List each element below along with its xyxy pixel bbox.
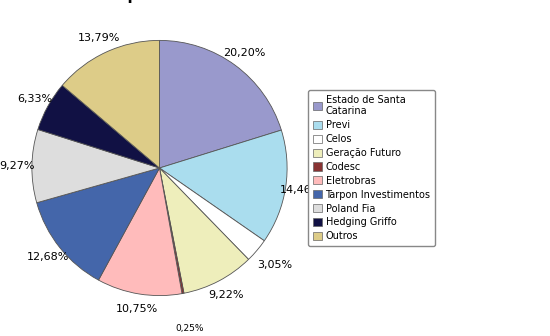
Wedge shape — [37, 168, 160, 280]
Wedge shape — [160, 168, 184, 294]
Text: 13,79%: 13,79% — [78, 33, 120, 43]
Wedge shape — [38, 85, 160, 168]
Text: 9,22%: 9,22% — [208, 290, 244, 300]
Wedge shape — [32, 129, 160, 203]
Legend: Estado de Santa
Catarina, Previ, Celos, Geração Futuro, Codesc, Eletrobras, Tarp: Estado de Santa Catarina, Previ, Celos, … — [308, 90, 436, 246]
Text: 12,68%: 12,68% — [26, 252, 69, 262]
Wedge shape — [160, 130, 287, 241]
Wedge shape — [98, 168, 182, 296]
Wedge shape — [62, 40, 160, 168]
Wedge shape — [160, 168, 249, 293]
Text: 3,05%: 3,05% — [257, 260, 292, 270]
Text: 0,25%: 0,25% — [175, 324, 204, 333]
Text: 10,75%: 10,75% — [116, 304, 158, 314]
Text: 9,27%: 9,27% — [0, 161, 34, 171]
Text: 6,33%: 6,33% — [17, 94, 52, 104]
Text: 14,46%: 14,46% — [279, 185, 322, 195]
Wedge shape — [160, 168, 265, 259]
Text: 20,20%: 20,20% — [223, 48, 266, 58]
Title: Capital Total: Capital Total — [106, 0, 213, 3]
Wedge shape — [160, 40, 282, 168]
